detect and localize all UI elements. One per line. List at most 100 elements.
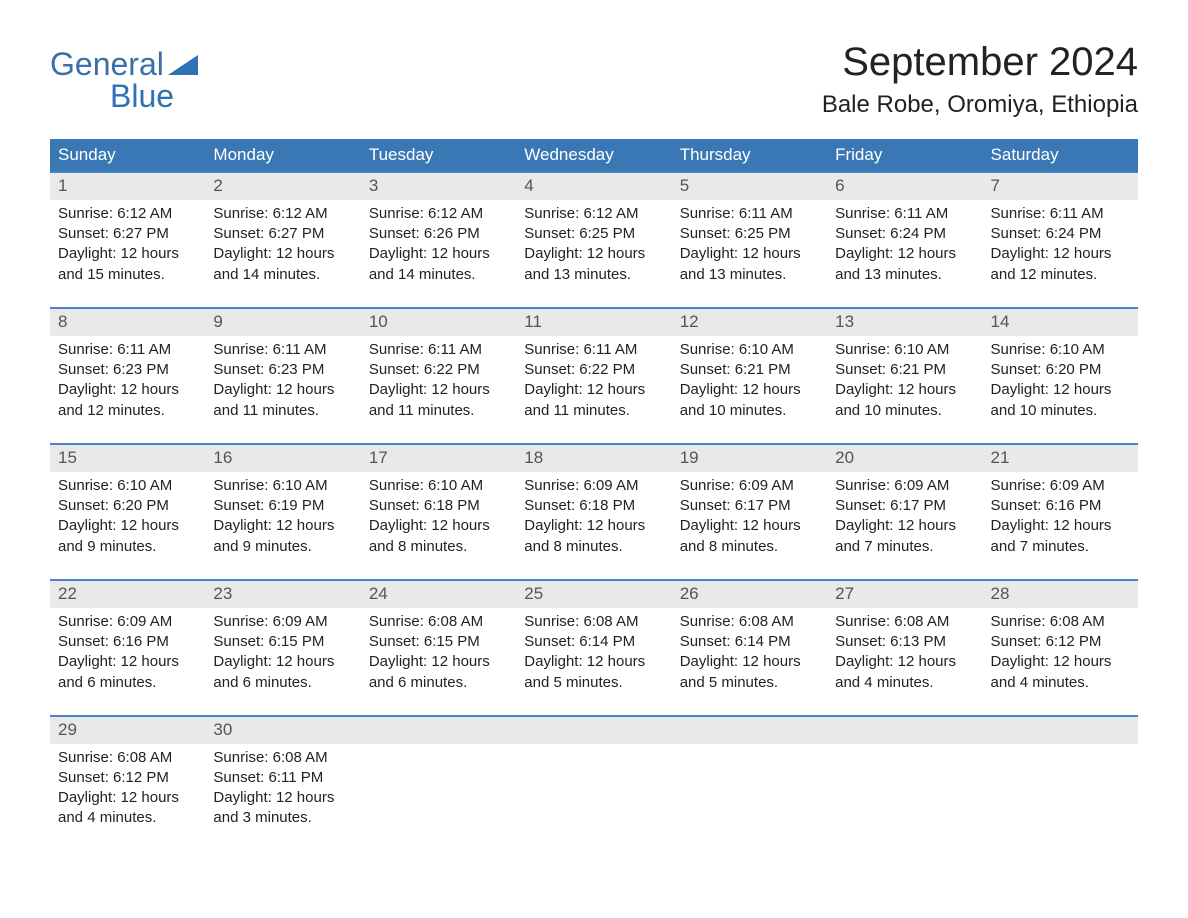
daylight-text-2: and 12 minutes. <box>991 265 1130 285</box>
day-number: 28 <box>991 584 1010 603</box>
daylight-text-2: and 7 minutes. <box>991 537 1130 557</box>
day-number-cell: 1 <box>50 172 205 200</box>
daylight-text-1: Daylight: 12 hours <box>524 652 663 672</box>
sunset-text: Sunset: 6:13 PM <box>835 632 974 652</box>
daylight-text-2: and 5 minutes. <box>680 673 819 693</box>
day-number-cell: 5 <box>672 172 827 200</box>
day-body: Sunrise: 6:12 AMSunset: 6:26 PMDaylight:… <box>361 200 516 285</box>
day-cell: Sunrise: 6:11 AMSunset: 6:22 PMDaylight:… <box>516 336 671 444</box>
day-number: 10 <box>369 312 388 331</box>
sunrise-text: Sunrise: 6:09 AM <box>991 476 1130 496</box>
sunset-text: Sunset: 6:21 PM <box>835 360 974 380</box>
sunset-text: Sunset: 6:23 PM <box>58 360 197 380</box>
daylight-text-2: and 10 minutes. <box>835 401 974 421</box>
sunset-text: Sunset: 6:20 PM <box>991 360 1130 380</box>
day-header: Thursday <box>672 139 827 172</box>
daylight-text-2: and 7 minutes. <box>835 537 974 557</box>
location-subtitle: Bale Robe, Oromiya, Ethiopia <box>822 91 1138 119</box>
sunset-text: Sunset: 6:20 PM <box>58 496 197 516</box>
sunset-text: Sunset: 6:22 PM <box>369 360 508 380</box>
daylight-text-1: Daylight: 12 hours <box>58 380 197 400</box>
day-cell: Sunrise: 6:08 AMSunset: 6:11 PMDaylight:… <box>205 744 360 851</box>
day-number: 9 <box>213 312 222 331</box>
day-number-cell: 16 <box>205 444 360 472</box>
sunset-text: Sunset: 6:14 PM <box>524 632 663 652</box>
daylight-text-1: Daylight: 12 hours <box>524 516 663 536</box>
sunset-text: Sunset: 6:21 PM <box>680 360 819 380</box>
day-cell: Sunrise: 6:09 AMSunset: 6:17 PMDaylight:… <box>672 472 827 580</box>
sunset-text: Sunset: 6:16 PM <box>58 632 197 652</box>
day-cell: Sunrise: 6:10 AMSunset: 6:18 PMDaylight:… <box>361 472 516 580</box>
daylight-text-2: and 11 minutes. <box>369 401 508 421</box>
daylight-text-2: and 5 minutes. <box>524 673 663 693</box>
sunset-text: Sunset: 6:18 PM <box>369 496 508 516</box>
day-cell: Sunrise: 6:12 AMSunset: 6:27 PMDaylight:… <box>50 200 205 308</box>
daylight-text-1: Daylight: 12 hours <box>369 516 508 536</box>
daylight-text-2: and 9 minutes. <box>58 537 197 557</box>
day-cell: Sunrise: 6:11 AMSunset: 6:23 PMDaylight:… <box>205 336 360 444</box>
day-number: 7 <box>991 176 1000 195</box>
day-body: Sunrise: 6:11 AMSunset: 6:23 PMDaylight:… <box>50 336 205 421</box>
day-number-cell <box>361 716 516 744</box>
sunrise-text: Sunrise: 6:09 AM <box>58 612 197 632</box>
day-number: 8 <box>58 312 67 331</box>
sunrise-text: Sunrise: 6:08 AM <box>991 612 1130 632</box>
sunrise-text: Sunrise: 6:11 AM <box>835 204 974 224</box>
day-cell: Sunrise: 6:08 AMSunset: 6:12 PMDaylight:… <box>50 744 205 851</box>
day-cell: Sunrise: 6:09 AMSunset: 6:16 PMDaylight:… <box>983 472 1138 580</box>
week-daynum-row: 2930 <box>50 716 1138 744</box>
day-cell <box>672 744 827 851</box>
day-body: Sunrise: 6:11 AMSunset: 6:24 PMDaylight:… <box>983 200 1138 285</box>
day-body: Sunrise: 6:09 AMSunset: 6:17 PMDaylight:… <box>672 472 827 557</box>
day-cell: Sunrise: 6:12 AMSunset: 6:25 PMDaylight:… <box>516 200 671 308</box>
day-number-cell: 4 <box>516 172 671 200</box>
sunrise-text: Sunrise: 6:08 AM <box>369 612 508 632</box>
day-cell: Sunrise: 6:12 AMSunset: 6:26 PMDaylight:… <box>361 200 516 308</box>
day-body: Sunrise: 6:12 AMSunset: 6:27 PMDaylight:… <box>50 200 205 285</box>
day-number-cell <box>983 716 1138 744</box>
sunrise-text: Sunrise: 6:10 AM <box>213 476 352 496</box>
day-body: Sunrise: 6:10 AMSunset: 6:19 PMDaylight:… <box>205 472 360 557</box>
daylight-text-2: and 13 minutes. <box>524 265 663 285</box>
day-cell: Sunrise: 6:10 AMSunset: 6:19 PMDaylight:… <box>205 472 360 580</box>
day-number: 5 <box>680 176 689 195</box>
sunrise-text: Sunrise: 6:09 AM <box>835 476 974 496</box>
day-number-cell: 2 <box>205 172 360 200</box>
sunrise-text: Sunrise: 6:11 AM <box>213 340 352 360</box>
calendar-table: Sunday Monday Tuesday Wednesday Thursday… <box>50 139 1138 851</box>
sunset-text: Sunset: 6:16 PM <box>991 496 1130 516</box>
daylight-text-1: Daylight: 12 hours <box>369 652 508 672</box>
day-number-cell: 27 <box>827 580 982 608</box>
day-cell: Sunrise: 6:10 AMSunset: 6:20 PMDaylight:… <box>50 472 205 580</box>
day-number: 24 <box>369 584 388 603</box>
daylight-text-2: and 11 minutes. <box>213 401 352 421</box>
day-cell: Sunrise: 6:08 AMSunset: 6:13 PMDaylight:… <box>827 608 982 716</box>
day-body: Sunrise: 6:10 AMSunset: 6:20 PMDaylight:… <box>983 336 1138 421</box>
week-daynum-row: 891011121314 <box>50 308 1138 336</box>
logo-text-top: General <box>50 48 164 80</box>
day-body: Sunrise: 6:10 AMSunset: 6:21 PMDaylight:… <box>672 336 827 421</box>
day-number: 21 <box>991 448 1010 467</box>
daylight-text-2: and 6 minutes. <box>369 673 508 693</box>
daylight-text-2: and 11 minutes. <box>524 401 663 421</box>
day-body: Sunrise: 6:09 AMSunset: 6:17 PMDaylight:… <box>827 472 982 557</box>
sunrise-text: Sunrise: 6:08 AM <box>835 612 974 632</box>
day-cell: Sunrise: 6:11 AMSunset: 6:24 PMDaylight:… <box>983 200 1138 308</box>
sunset-text: Sunset: 6:18 PM <box>524 496 663 516</box>
day-number-cell: 20 <box>827 444 982 472</box>
day-number: 4 <box>524 176 533 195</box>
daylight-text-2: and 12 minutes. <box>58 401 197 421</box>
day-number-cell: 14 <box>983 308 1138 336</box>
day-number-cell: 10 <box>361 308 516 336</box>
day-number-cell: 29 <box>50 716 205 744</box>
day-number-cell: 6 <box>827 172 982 200</box>
day-number: 27 <box>835 584 854 603</box>
sunset-text: Sunset: 6:17 PM <box>835 496 974 516</box>
day-number-cell: 15 <box>50 444 205 472</box>
daylight-text-1: Daylight: 12 hours <box>991 652 1130 672</box>
sunset-text: Sunset: 6:12 PM <box>991 632 1130 652</box>
day-number-cell <box>827 716 982 744</box>
day-number: 18 <box>524 448 543 467</box>
day-cell: Sunrise: 6:09 AMSunset: 6:17 PMDaylight:… <box>827 472 982 580</box>
daylight-text-2: and 13 minutes. <box>835 265 974 285</box>
